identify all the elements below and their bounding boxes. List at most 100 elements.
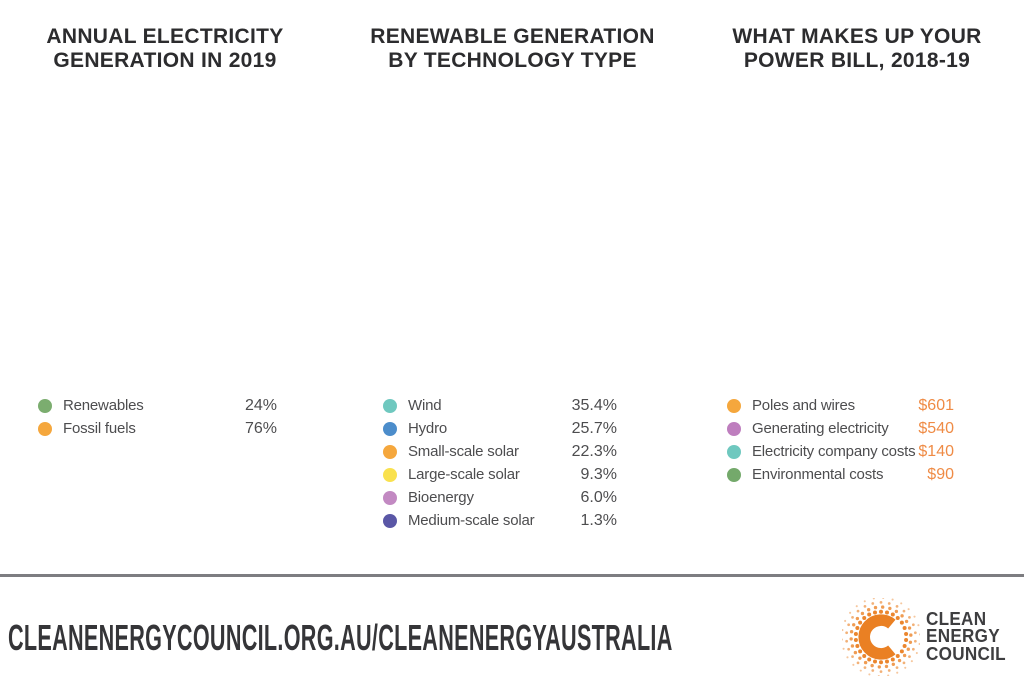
legend-color-dot bbox=[38, 421, 52, 436]
logo-burst-dot bbox=[909, 633, 913, 637]
clean-energy-council-logo: CLEAN ENERGY COUNCIL bbox=[841, 598, 1010, 676]
logo-burst-dot bbox=[856, 661, 860, 665]
chart-legend: Renewables 24% Fossil fuels 76% bbox=[38, 394, 277, 440]
logo-burst-dot bbox=[884, 610, 889, 615]
logo-burst-dot bbox=[879, 670, 883, 673]
legend-label: Electricity company costs bbox=[752, 443, 916, 460]
legend-value: 35.4% bbox=[571, 396, 617, 414]
logo-burst-dot bbox=[849, 630, 854, 634]
logo-burst-dot bbox=[897, 658, 902, 663]
footer-url[interactable]: CLEANENERGYCOUNCIL.ORG.AU/CLEANENERGYAUS… bbox=[8, 617, 673, 658]
logo-burst-dot bbox=[907, 655, 911, 658]
legend-value: 76% bbox=[244, 419, 277, 437]
logo-burst-dot bbox=[908, 640, 913, 644]
logo-text-line2: ENERGY bbox=[925, 626, 1000, 647]
chart-annual-electricity-generation: ANNUAL ELECTRICITY GENERATION IN 2019 Re… bbox=[0, 0, 330, 440]
logo-burst-dot bbox=[873, 605, 878, 610]
legend-color-dot bbox=[383, 490, 397, 505]
legend-color-dot bbox=[383, 513, 397, 528]
legend-value: 25.7% bbox=[571, 419, 617, 437]
legend-item-wind: Wind 35.4% bbox=[383, 394, 617, 417]
legend-item-large-scale-solar: Large-scale solar 9.3% bbox=[383, 463, 617, 486]
logo-burst-dot bbox=[853, 631, 858, 636]
logo-burst-dot bbox=[863, 660, 868, 665]
logo-burst-dot bbox=[911, 647, 915, 651]
logo-burst-dot bbox=[918, 633, 920, 636]
logo-burst-dot bbox=[842, 647, 845, 650]
legend-label: Environmental costs bbox=[752, 466, 884, 483]
chart-title-line2: BY TECHNOLOGY TYPE bbox=[388, 48, 637, 72]
logo-burst-dot bbox=[867, 612, 872, 617]
logo-burst-dot bbox=[872, 598, 875, 600]
logo-burst-dot bbox=[878, 609, 883, 614]
legend-item-generating-electricity: Generating electricity $540 bbox=[727, 417, 954, 440]
logo-burst-dot bbox=[910, 660, 913, 663]
logo-burst-dot bbox=[880, 605, 885, 609]
chart-title: ANNUAL ELECTRICITY GENERATION IN 2019 bbox=[0, 25, 330, 72]
legend-value: $601 bbox=[918, 396, 954, 414]
logo-burst-dot bbox=[841, 638, 843, 641]
legend-value: $140 bbox=[918, 442, 954, 460]
donut-chart-wrap bbox=[365, 85, 660, 380]
logo-burst-dot bbox=[878, 660, 883, 665]
legend-item-hydro: Hydro 25.7% bbox=[383, 417, 617, 440]
logo-burst-dot bbox=[871, 602, 875, 605]
logo-burst-dot bbox=[903, 638, 908, 643]
logo-burst-dot bbox=[902, 643, 907, 648]
logo-burst-dot bbox=[895, 616, 900, 621]
legend-label: Hydro bbox=[408, 420, 448, 437]
logo-burst-dot bbox=[899, 620, 904, 625]
logo-burst-dot bbox=[853, 650, 857, 655]
logo-burst-dot bbox=[872, 659, 877, 664]
logo-burst-dot bbox=[845, 631, 848, 635]
logo-burst-dot bbox=[856, 609, 860, 613]
legend-color-dot bbox=[383, 444, 397, 459]
logo-burst-dot bbox=[900, 602, 903, 605]
legend-value: $540 bbox=[918, 419, 954, 437]
logo-burst-dot bbox=[877, 675, 880, 676]
logo-burst-dot bbox=[887, 669, 891, 672]
logo-burst-dot bbox=[895, 605, 899, 608]
logo-burst-dot bbox=[851, 623, 856, 627]
logo-burst-dot bbox=[877, 665, 881, 669]
logo-burst-dot bbox=[855, 643, 860, 648]
logo-burst-dot bbox=[907, 608, 910, 611]
legend-item-small-scale-solar: Small-scale solar 22.3% bbox=[383, 440, 617, 463]
legend-color-dot bbox=[38, 398, 52, 413]
legend-value: 24% bbox=[244, 396, 277, 414]
legend-label: Generating electricity bbox=[752, 420, 889, 437]
legend-label: Renewables bbox=[63, 397, 144, 414]
logo-burst-dot bbox=[913, 639, 917, 643]
chart-title-line2: GENERATION IN 2019 bbox=[53, 48, 277, 72]
logo-burst-dot bbox=[879, 601, 883, 604]
legend-item-bioenergy: Bioenergy 6.0% bbox=[383, 486, 617, 509]
logo-burst-dot bbox=[851, 616, 854, 619]
chart-title-line2: POWER BILL, 2018-19 bbox=[743, 48, 971, 72]
chart-title: WHAT MAKES UP YOUR POWER BILL, 2018-19 bbox=[690, 25, 1024, 72]
legend-item-renewables: Renewables 24% bbox=[38, 394, 277, 417]
logo-burst-dot bbox=[853, 638, 858, 643]
logo-burst-dot bbox=[858, 656, 862, 660]
chart-legend: Wind 35.4% Hydro 25.7% Small-scale solar 22.3… bbox=[383, 394, 617, 532]
logo-burst-dot bbox=[845, 639, 848, 643]
legend-label: Medium-scale solar bbox=[408, 512, 535, 529]
chart-title-line1: RENEWABLE GENERATION bbox=[370, 25, 655, 48]
clean-energy-council-logo-mark bbox=[841, 598, 920, 676]
logo-burst-dot bbox=[907, 626, 912, 630]
logo-burst-dot bbox=[894, 609, 898, 614]
chart-renewable-generation-by-technology: RENEWABLE GENERATION BY TECHNOLOGY TYPE … bbox=[345, 0, 680, 532]
logo-burst-dot bbox=[888, 606, 892, 611]
legend-value: 22.3% bbox=[571, 442, 617, 460]
chart-title: RENEWABLE GENERATION BY TECHNOLOGY TYPE bbox=[345, 25, 680, 72]
logo-burst-dot bbox=[859, 669, 862, 672]
logo-burst-dot bbox=[872, 610, 877, 615]
logo-burst-dot bbox=[858, 649, 863, 654]
logo-burst-dot bbox=[902, 653, 907, 658]
legend-label: Small-scale solar bbox=[408, 443, 519, 460]
logo-burst-dot bbox=[887, 602, 891, 605]
logo-burst-dot bbox=[900, 614, 904, 618]
legend-item-environmental-costs: Environmental costs $90 bbox=[727, 463, 954, 486]
donut-chart-wrap bbox=[703, 85, 998, 380]
logo-burst-dot bbox=[867, 657, 872, 662]
logo-burst-dot bbox=[884, 659, 889, 664]
